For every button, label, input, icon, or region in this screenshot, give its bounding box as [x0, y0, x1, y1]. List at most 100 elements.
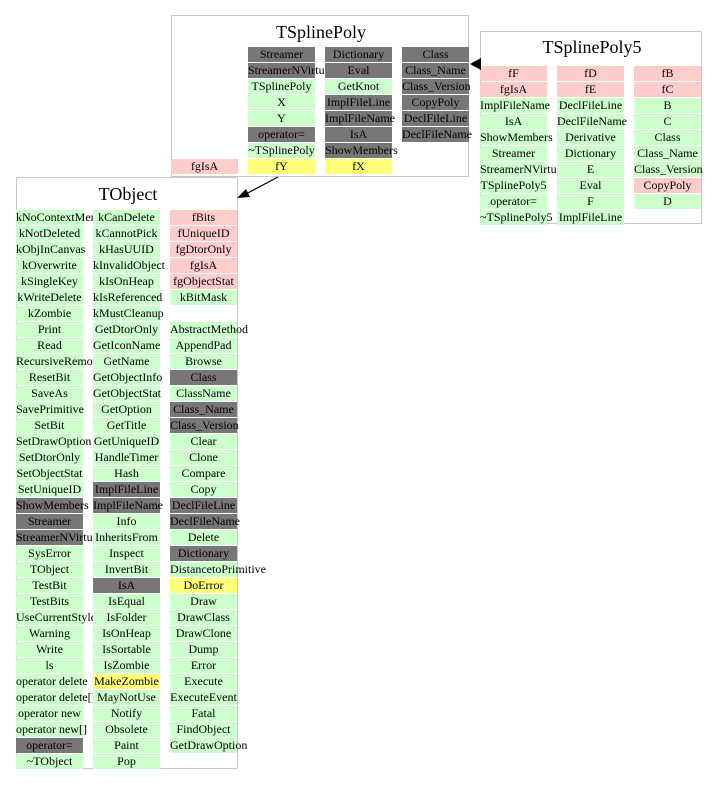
tobject-member-showmembers: ShowMembers — [16, 498, 89, 513]
tsplinepoly5-member-c: C — [634, 114, 701, 129]
tobject-member-getuniqueid: GetUniqueID — [93, 434, 160, 449]
tobject-member-setuniqueid: SetUniqueID — [16, 482, 83, 497]
tobject-member-geticonname: GetIconName — [93, 338, 161, 353]
tobject-member-class: Class — [170, 370, 237, 385]
arrowhead-tsplinepoly5-to-tsplinepoly — [470, 58, 481, 70]
tsplinepoly5-member-streamer: Streamer — [480, 146, 547, 161]
tobject-member-appendpad: AppendPad — [170, 338, 237, 353]
tsplinepoly5-member-tsplinepoly5: TSplinePoly5 — [480, 178, 547, 193]
tsplinepoly-member-isa: IsA — [325, 127, 392, 142]
tobject-member-notify: Notify — [93, 706, 160, 721]
tobject-member-getname: GetName — [93, 354, 160, 369]
tobject-member-operator-: operator= — [16, 738, 83, 753]
tobject-member-draw: Draw — [170, 594, 237, 609]
tsplinepoly5-member-isa: IsA — [480, 114, 547, 129]
tsplinepoly5-member--tsplinepoly5: ~TSplinePoly5 — [480, 210, 553, 225]
tsplinepoly5-member-showmembers: ShowMembers — [480, 130, 553, 145]
tobject-member-fgobjectstat: fgObjectStat — [170, 274, 237, 289]
tobject-member-kwritedelete: kWriteDelete — [16, 290, 83, 305]
tobject-member-clear: Clear — [170, 434, 237, 449]
tobject-member-implfileline: ImplFileLine — [93, 482, 160, 497]
tobject-member-compare: Compare — [170, 466, 237, 481]
tobject-member-setbit: SetBit — [16, 418, 83, 433]
tobject-member-getdtoronly: GetDtorOnly — [93, 322, 160, 337]
tobject-member-isequal: IsEqual — [93, 594, 160, 609]
tobject-member-drawclone: DrawClone — [170, 626, 237, 641]
tobject-member-kobjincanvas: kObjInCanvas — [16, 242, 86, 257]
tsplinepoly-member-showmembers: ShowMembers — [325, 143, 398, 158]
tsplinepoly5-member-implfilename: ImplFileName — [480, 98, 550, 113]
tobject-member-write: Write — [16, 642, 83, 657]
tobject-member-delete: Delete — [170, 530, 237, 545]
tobject-member-operator-new: operator new — [16, 706, 83, 721]
tobject-member-kinvalidobject: kInvalidObject — [93, 258, 165, 273]
tsplinepoly5-member-dictionary: Dictionary — [557, 146, 624, 161]
tsplinepoly-member-declfilename: DeclFileName — [402, 127, 472, 142]
tobject-member-getobjectstat: GetObjectStat — [93, 386, 161, 401]
tsplinepoly-member-streamernvirtual: StreamerNVirtual — [248, 63, 334, 78]
tobject-member-operator-delete-: operator delete[] — [16, 690, 96, 705]
tobject-member-fatal: Fatal — [170, 706, 237, 721]
tobject-member-invertbit: InvertBit — [93, 562, 160, 577]
arrowhead-tsplinepoly-to-tobject — [237, 189, 250, 198]
tobject-member-dictionary: Dictionary — [170, 546, 237, 561]
tobject-member-issortable: IsSortable — [93, 642, 160, 657]
arrow-tsplinepoly-to-tobject — [243, 176, 279, 196]
tobject-member-khasuuid: kHasUUID — [93, 242, 160, 257]
tobject-member-class-version: Class_Version — [170, 418, 239, 433]
tsplinepoly5-member-fb: fB — [634, 66, 701, 81]
tobject-member-kzombie: kZombie — [16, 306, 83, 321]
tobject-member-class-name: Class_Name — [170, 402, 237, 417]
tobject-member-gettitle: GetTitle — [93, 418, 160, 433]
tobject-member-paint: Paint — [93, 738, 160, 753]
tobject-member-getdrawoption: GetDrawOption — [170, 738, 248, 753]
tobject-member-streamer: Streamer — [16, 514, 83, 529]
tsplinepoly5-member-fc: fC — [634, 82, 701, 97]
tsplinepoly5-title: TSplinePoly5 — [542, 37, 642, 57]
tobject-member-execute: Execute — [170, 674, 237, 689]
tsplinepoly5-member-fd: fD — [557, 66, 624, 81]
tobject-member-copy: Copy — [170, 482, 237, 497]
tobject-member-hash: Hash — [93, 466, 160, 481]
tsplinepoly-member-streamer: Streamer — [248, 47, 315, 62]
tsplinepoly-member-eval: Eval — [325, 63, 392, 78]
tobject-member-warning: Warning — [16, 626, 83, 641]
tobject-member-isfolder: IsFolder — [93, 610, 160, 625]
tsplinepoly-member-x: X — [248, 95, 315, 110]
tobject-member-declfileline: DeclFileLine — [170, 498, 237, 513]
tsplinepoly-member-declfileline: DeclFileLine — [402, 111, 469, 126]
tsplinepoly-member-fy: fY — [248, 159, 315, 174]
tobject-member-maynotuse: MayNotUse — [93, 690, 160, 705]
tobject-member-kisreferenced: kIsReferenced — [93, 290, 163, 305]
tsplinepoly5-member-fgisa: fgIsA — [480, 82, 547, 97]
tobject-member-dump: Dump — [170, 642, 237, 657]
tsplinepoly-member-getknot: GetKnot — [325, 79, 392, 94]
tobject-title: TObject — [98, 184, 158, 204]
tsplinepoly5-member-class-version: Class_Version — [634, 162, 703, 177]
tobject-member-testbit: TestBit — [16, 578, 83, 593]
tobject-member-read: Read — [16, 338, 83, 353]
tobject-member--tobject: ~TObject — [16, 754, 83, 769]
tobject-member-fgdtoronly: fgDtorOnly — [170, 242, 237, 257]
tobject-member-streamernvirtual: StreamerNVirtual — [16, 530, 102, 545]
tsplinepoly5-member-d: D — [634, 194, 701, 209]
tsplinepoly5-member-fe: fE — [557, 82, 624, 97]
tobject-member-saveprimitive: SavePrimitive — [16, 402, 84, 417]
tobject-member-knotdeleted: kNotDeleted — [16, 226, 83, 241]
tobject-member-pop: Pop — [93, 754, 160, 769]
tobject-member-inspect: Inspect — [93, 546, 160, 561]
tobject-member-isa: IsA — [93, 578, 160, 593]
tobject-member-fgisa: fgIsA — [170, 258, 237, 273]
tobject-member-kisonheap: kIsOnHeap — [93, 274, 160, 289]
tobject-member-getoption: GetOption — [93, 402, 160, 417]
tsplinepoly-member-tsplinepoly: TSplinePoly — [248, 79, 315, 94]
tsplinepoly5-member-derivative: Derivative — [557, 130, 624, 145]
tobject-member-implfilename: ImplFileName — [93, 498, 163, 513]
tobject-member-obsolete: Obsolete — [93, 722, 160, 737]
tobject-member-resetbit: ResetBit — [16, 370, 83, 385]
tobject-member-kcandelete: kCanDelete — [93, 210, 160, 225]
tobject-member-syserror: SysError — [16, 546, 83, 561]
tsplinepoly5-member-declfilename: DeclFileName — [557, 114, 627, 129]
tsplinepoly5-member-declfileline: DeclFileLine — [557, 98, 624, 113]
